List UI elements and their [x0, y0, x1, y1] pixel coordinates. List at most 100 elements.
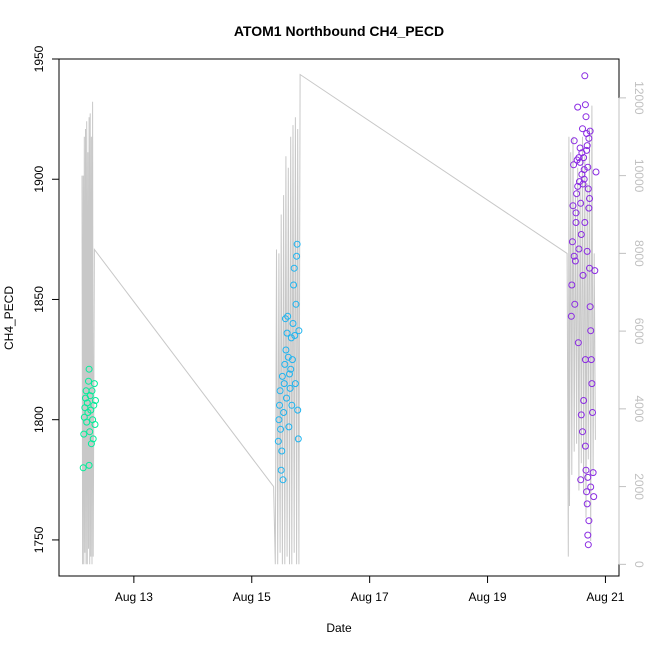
data-point	[92, 397, 99, 404]
y-axis: 1750 1800 1850 1900 1950	[32, 45, 60, 553]
y2-tick-label: 2000	[632, 473, 646, 500]
data-point	[85, 377, 92, 385]
data-point	[277, 425, 285, 433]
data-point	[584, 473, 592, 481]
data-point	[573, 190, 581, 198]
data-point	[579, 428, 586, 436]
secondary-series-line	[81, 73, 596, 565]
data-point	[572, 219, 580, 226]
y2-tick-label: 6000	[632, 318, 646, 345]
data-point	[294, 406, 302, 414]
points-layer	[79, 72, 600, 549]
data-point	[577, 231, 585, 238]
data-point	[288, 356, 296, 364]
x-tick-label: Aug 15	[233, 590, 271, 604]
data-point	[293, 240, 301, 248]
data-point	[579, 180, 587, 188]
data-point	[580, 166, 588, 174]
data-point	[279, 476, 287, 484]
data-point	[569, 202, 577, 210]
data-point	[585, 517, 593, 525]
data-point	[87, 440, 95, 448]
data-point	[586, 195, 593, 202]
data-point	[577, 476, 585, 484]
data-point	[568, 281, 576, 289]
data-point	[570, 161, 578, 169]
data-point	[290, 281, 298, 289]
y-tick-label: 1900	[32, 166, 46, 193]
y2-tick-label: 12000	[632, 81, 646, 115]
data-point	[288, 401, 296, 409]
y-tick-label: 1950	[32, 45, 46, 72]
data-point	[277, 466, 285, 474]
data-point	[293, 252, 301, 260]
data-point	[90, 380, 98, 388]
data-point	[86, 428, 94, 436]
data-point	[570, 137, 578, 145]
secondary-line-layer	[81, 73, 596, 565]
data-point	[584, 541, 592, 549]
data-point	[292, 300, 300, 308]
data-point	[583, 247, 591, 255]
x-tick-label: Aug 21	[586, 590, 624, 604]
y2-axis: 0 2000 4000 6000 8000 10000 12000	[618, 81, 646, 568]
data-point	[574, 339, 582, 347]
y2-tick-label: 8000	[632, 240, 646, 267]
data-point	[583, 146, 591, 154]
data-point	[580, 154, 588, 162]
data-point	[290, 264, 298, 272]
plot-frame	[58, 58, 620, 577]
data-point	[584, 163, 592, 171]
data-point	[580, 397, 588, 404]
data-point	[586, 303, 594, 311]
data-point	[286, 370, 293, 378]
data-point	[281, 315, 289, 323]
data-point	[276, 387, 284, 395]
data-point	[90, 401, 98, 409]
x-axis-label: Date	[326, 621, 352, 635]
data-point	[568, 238, 576, 246]
data-point	[91, 421, 99, 428]
data-point	[567, 312, 575, 320]
data-point	[287, 334, 295, 342]
data-point	[576, 144, 584, 152]
data-point	[579, 271, 587, 279]
data-point	[580, 175, 588, 183]
data-point	[582, 466, 590, 474]
data-point	[581, 442, 589, 450]
y2-tick-label: 4000	[632, 395, 646, 422]
data-point	[577, 411, 585, 419]
data-point	[276, 401, 283, 409]
data-point	[282, 346, 290, 354]
data-point	[570, 252, 578, 260]
data-point	[581, 356, 589, 364]
data-point	[291, 380, 299, 388]
data-point	[589, 409, 596, 416]
data-point	[571, 300, 579, 308]
data-point	[581, 219, 589, 226]
data-point	[86, 392, 94, 400]
y-axis-label: CH4_PECD	[2, 286, 16, 350]
data-point	[283, 394, 290, 402]
data-point	[83, 418, 91, 426]
data-point	[583, 488, 591, 496]
data-point	[590, 493, 598, 501]
data-point	[274, 437, 282, 445]
data-point	[295, 327, 303, 335]
data-point	[275, 416, 283, 424]
data-point	[88, 387, 96, 395]
x-tick-label: Aug 17	[351, 590, 389, 604]
data-point	[286, 384, 294, 392]
data-point	[587, 327, 595, 335]
data-point	[281, 360, 289, 368]
data-point	[583, 142, 591, 150]
data-point	[280, 380, 288, 388]
data-point	[581, 101, 589, 109]
y-tick-label: 1850	[32, 286, 46, 313]
y-tick-label: 1750	[32, 526, 46, 553]
data-point	[83, 399, 91, 407]
data-point	[571, 257, 579, 265]
data-point	[583, 500, 591, 508]
data-point	[574, 103, 582, 111]
